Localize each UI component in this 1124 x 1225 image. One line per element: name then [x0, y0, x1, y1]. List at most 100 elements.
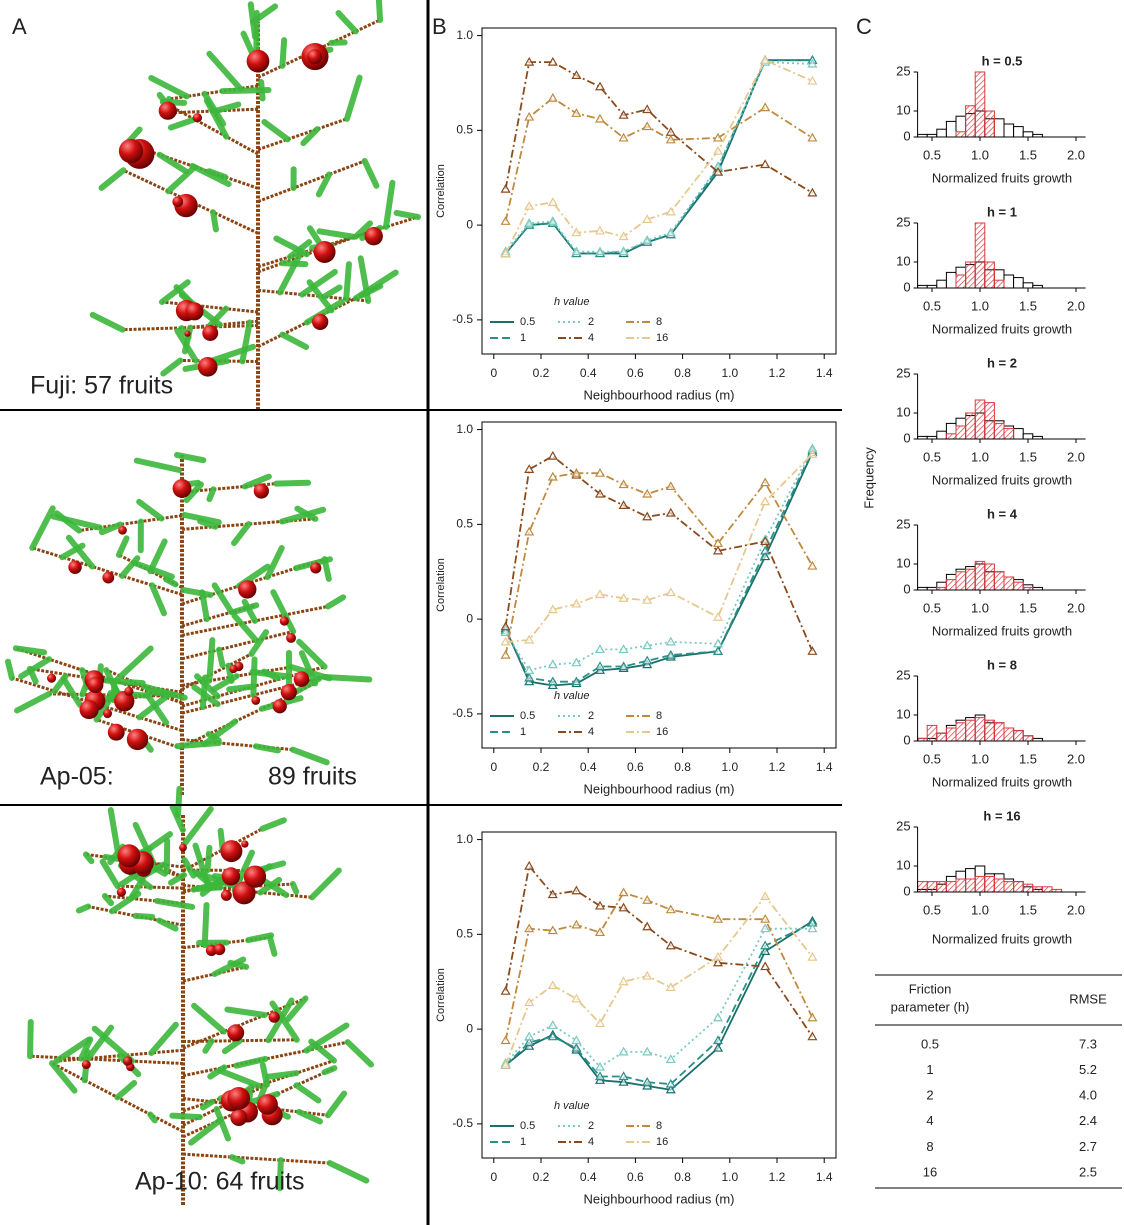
- tick-label: 2.0: [1067, 298, 1085, 313]
- fruit: [102, 708, 113, 719]
- histogram-bar: [993, 878, 1005, 893]
- point-marker: [618, 479, 629, 489]
- tick-label: 2.0: [1067, 902, 1085, 917]
- shoot: [18, 656, 53, 680]
- tick-label: -0.5: [452, 706, 473, 720]
- shoot: [393, 209, 421, 220]
- point-marker: [760, 102, 771, 112]
- shoot: [294, 505, 319, 522]
- histogram-bar: [965, 105, 976, 138]
- branch: [181, 629, 294, 661]
- shoot: [200, 1098, 215, 1111]
- fruit: [172, 196, 184, 208]
- point-marker: [547, 659, 558, 669]
- tick-label: 0.2: [533, 366, 550, 380]
- shoots: [89, 0, 421, 377]
- histogram-bar: [1013, 881, 1024, 893]
- shoot: [321, 284, 343, 300]
- histogram-bar: [984, 875, 995, 893]
- y-axis-label: Frequency: [861, 447, 876, 509]
- point-marker: [665, 1084, 676, 1094]
- tick-label: 0.6: [627, 760, 644, 774]
- point-marker: [712, 1035, 724, 1045]
- fruit: [87, 676, 104, 693]
- point-marker: [524, 218, 535, 227]
- branch: [257, 215, 419, 269]
- histogram-bar: [936, 128, 947, 138]
- fruits: [81, 840, 283, 1126]
- tick-label: 1.5: [1019, 751, 1037, 766]
- table-cell: 2: [926, 1088, 933, 1103]
- tick-label: 0.5: [456, 927, 473, 941]
- tick-label: 25: [896, 667, 910, 682]
- legend-label: 1: [520, 726, 526, 738]
- fruit: [118, 138, 144, 164]
- shoot: [141, 683, 188, 701]
- tick-label: 10: [896, 102, 910, 117]
- legend-label: 8: [656, 1120, 662, 1132]
- shoot: [144, 692, 170, 726]
- point-marker: [642, 214, 653, 224]
- fruit: [122, 1056, 133, 1066]
- point-marker: [712, 957, 724, 967]
- shoot: [265, 997, 295, 1044]
- point-marker: [618, 661, 629, 671]
- legend-label: 2: [588, 316, 594, 328]
- point-marker: [524, 464, 535, 473]
- point-marker: [665, 636, 676, 646]
- panel-label: A: [12, 14, 27, 39]
- point-marker: [547, 197, 558, 206]
- plot-frame: [481, 421, 837, 749]
- point-marker: [571, 467, 582, 477]
- fruit: [279, 616, 289, 626]
- tick-label: 0.4: [580, 1170, 597, 1184]
- x-axis-label: Normalized fruits growth: [932, 472, 1072, 487]
- fruit: [192, 113, 203, 123]
- histogram-bar: [984, 110, 995, 138]
- shoot: [203, 97, 230, 140]
- legend-label: 2: [588, 1120, 594, 1132]
- fruit: [79, 699, 99, 720]
- tick-label: 0.5: [923, 751, 941, 766]
- tick-label: 0: [903, 732, 910, 747]
- shoot: [315, 171, 333, 198]
- histogram-bar: [984, 563, 995, 591]
- point-marker: [500, 248, 511, 258]
- histogram-bar: [1022, 883, 1034, 893]
- fruit: [107, 723, 125, 741]
- y-axis-label: Correlation: [435, 968, 447, 1022]
- point-marker: [571, 598, 582, 608]
- tick-label: 2.0: [1067, 751, 1085, 766]
- shoot: [248, 629, 270, 657]
- histogram-bar: [1013, 581, 1024, 591]
- shoot: [99, 858, 121, 890]
- tick-label: 0: [466, 611, 473, 625]
- histogram-bar: [955, 571, 967, 591]
- fruit: [185, 302, 204, 321]
- histogram-bar: [945, 579, 957, 591]
- fruit: [68, 560, 82, 574]
- tick-label: 0: [903, 279, 910, 294]
- shoot: [89, 311, 126, 333]
- shoot: [59, 542, 86, 561]
- point-marker: [524, 860, 535, 870]
- point-marker: [500, 985, 511, 995]
- shoot: [352, 220, 373, 240]
- branch: [162, 100, 259, 156]
- tick-label: 1.2: [769, 1170, 786, 1184]
- point-marker: [642, 640, 653, 650]
- point-marker: [571, 993, 582, 1003]
- shoot: [321, 556, 332, 582]
- shoot: [158, 279, 191, 305]
- fruit: [81, 1060, 91, 1070]
- fruit: [172, 478, 192, 498]
- fruit: [221, 867, 241, 886]
- shoot: [267, 934, 278, 957]
- point-marker: [571, 676, 582, 686]
- point-marker: [665, 134, 676, 144]
- tick-label: 10: [896, 404, 910, 419]
- point-marker: [524, 1037, 535, 1046]
- shoot: [321, 674, 373, 683]
- shoot: [98, 167, 127, 191]
- point-marker: [760, 923, 771, 933]
